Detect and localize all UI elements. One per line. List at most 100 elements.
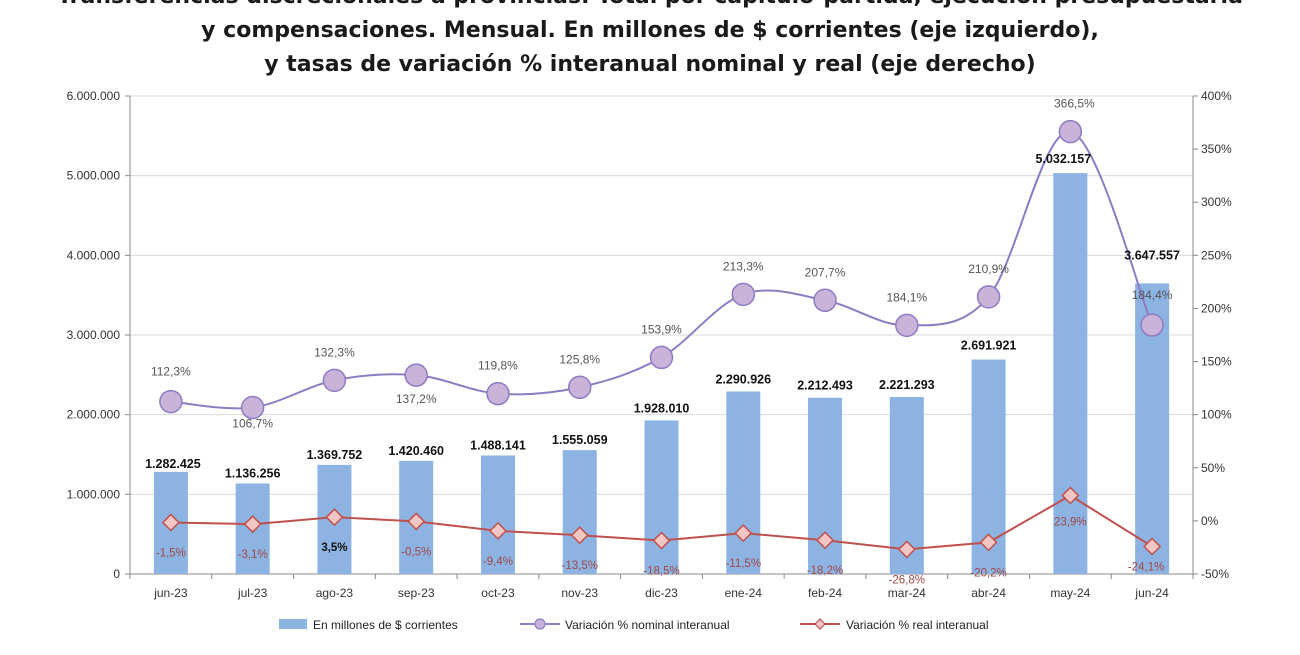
chart-title: Transferencias discrecionales a provinci…	[0, 0, 1300, 82]
legend-real-marker	[814, 618, 826, 630]
nominal-point	[1140, 313, 1164, 337]
x-tick-label: feb-24	[808, 586, 842, 600]
legend-label-bars: En millones de $ corrientes	[313, 618, 458, 632]
right-tick-label: 0%	[1201, 514, 1219, 528]
left-tick-label: 1.000.000	[67, 487, 121, 501]
bar-label: 1.555.059	[552, 433, 608, 447]
bar-label: 1.136.256	[225, 466, 281, 480]
real-point	[325, 508, 344, 527]
nominal-label: 366,5%	[1054, 97, 1095, 111]
nominal-point	[731, 282, 756, 307]
right-tick-label: 150%	[1201, 355, 1232, 369]
real-label: -20,2%	[970, 567, 1006, 579]
x-tick-label: nov-23	[561, 586, 598, 600]
x-tick-label: jun-24	[1134, 586, 1169, 600]
nominal-point	[976, 285, 1001, 309]
x-tick-label: ene-24	[725, 586, 763, 600]
bar-label: 1.488.141	[470, 438, 526, 452]
real-point	[897, 540, 916, 559]
bar-label: 1.420.460	[388, 444, 444, 458]
nominal-point	[404, 363, 428, 387]
right-tick-label: 250%	[1201, 248, 1232, 262]
real-label: -0,5%	[401, 546, 431, 558]
real-point	[734, 524, 753, 543]
nominal-point	[895, 313, 919, 338]
legend-bar-swatch	[279, 619, 307, 629]
left-tick-label: 4.000.000	[67, 248, 121, 262]
right-tick-label: 400%	[1201, 89, 1232, 103]
real-label: -11,5%	[725, 558, 761, 570]
real-label: -26,8%	[889, 574, 925, 586]
right-tick-label: 300%	[1201, 195, 1232, 209]
legend-nominal-marker	[534, 618, 546, 630]
bar	[562, 450, 597, 574]
bar-label: 2.290.926	[715, 372, 771, 386]
nominal-point	[322, 368, 347, 393]
x-tick-label: sep-23	[398, 586, 435, 600]
x-tick-label: dic-23	[645, 586, 678, 600]
real-label: -18,5%	[643, 566, 679, 578]
legend: En millones de $ corrientes Variación % n…	[279, 618, 989, 632]
nominal-point	[813, 288, 837, 313]
x-tick-label: may-24	[1050, 586, 1090, 600]
left-tick-label: 3.000.000	[67, 328, 121, 342]
nominal-label: 184,4%	[1132, 288, 1173, 302]
x-tick-label: jul-23	[237, 586, 268, 600]
bar-label: 2.221.293	[879, 378, 935, 392]
bar-label: 1.369.752	[307, 448, 363, 462]
real-point	[652, 531, 671, 550]
nominal-label: 125,8%	[559, 352, 600, 366]
real-point	[161, 513, 180, 532]
nominal-label: 119,8%	[478, 359, 518, 373]
bar-label: 3.647.557	[1124, 248, 1180, 262]
bar-label: 1.928.010	[634, 401, 690, 415]
x-tick-label: abr-24	[971, 586, 1006, 600]
real-point	[1061, 486, 1080, 505]
left-tick-label: 0	[113, 567, 120, 581]
nominal-point	[486, 381, 510, 406]
x-tick-label: oct-23	[481, 586, 515, 600]
right-tick-label: 200%	[1201, 301, 1232, 315]
real-point	[570, 526, 589, 545]
bar	[726, 391, 761, 574]
legend-label-nominal: Variación % nominal interanual	[565, 618, 730, 632]
bar-label: 1.282.425	[145, 457, 201, 471]
legend-label-real: Variación % real interanual	[846, 618, 989, 632]
bar	[644, 420, 679, 574]
real-label: -9,4%	[483, 556, 513, 568]
x-tick-label: mar-24	[888, 586, 926, 600]
real-label: -24,1%	[1128, 561, 1164, 573]
right-tick-label: 350%	[1201, 142, 1232, 156]
real-point	[1143, 537, 1162, 556]
real-label: -13,5%	[562, 560, 598, 572]
title-line-2: y compensaciones. Mensual. En millones d…	[201, 18, 1099, 43]
real-point	[407, 512, 426, 531]
title-line-3: y tasas de variación % interanual nomina…	[264, 52, 1036, 77]
left-tick-label: 6.000.000	[67, 89, 121, 103]
right-tick-label: 50%	[1201, 461, 1225, 475]
nominal-point	[1058, 119, 1083, 144]
nominal-label: 137,2%	[396, 392, 437, 406]
nominal-label: 213,3%	[723, 259, 764, 273]
bar-label: 2.691.921	[961, 339, 1017, 353]
right-tick-label: 100%	[1201, 408, 1232, 422]
title-line-1: Transferencias discrecionales a provinci…	[0, 0, 1300, 14]
bar	[1053, 173, 1088, 574]
left-tick-label: 2.000.000	[67, 408, 121, 422]
nominal-label: 132,3%	[314, 345, 355, 359]
nominal-point	[159, 389, 183, 414]
real-label: -1,5%	[156, 547, 186, 559]
real-point	[488, 521, 508, 540]
nominal-label: 184,1%	[886, 290, 927, 304]
bar-label: 5.032.157	[1036, 152, 1092, 166]
nominal-point	[240, 395, 265, 420]
real-point	[979, 533, 998, 552]
real-label: -3,1%	[238, 549, 268, 561]
nominal-label: 112,3%	[151, 365, 191, 379]
bar	[480, 455, 515, 574]
nominal-point	[649, 345, 674, 370]
bar-label: 2.212.493	[797, 379, 853, 393]
real-label: 23,9%	[1054, 517, 1087, 529]
